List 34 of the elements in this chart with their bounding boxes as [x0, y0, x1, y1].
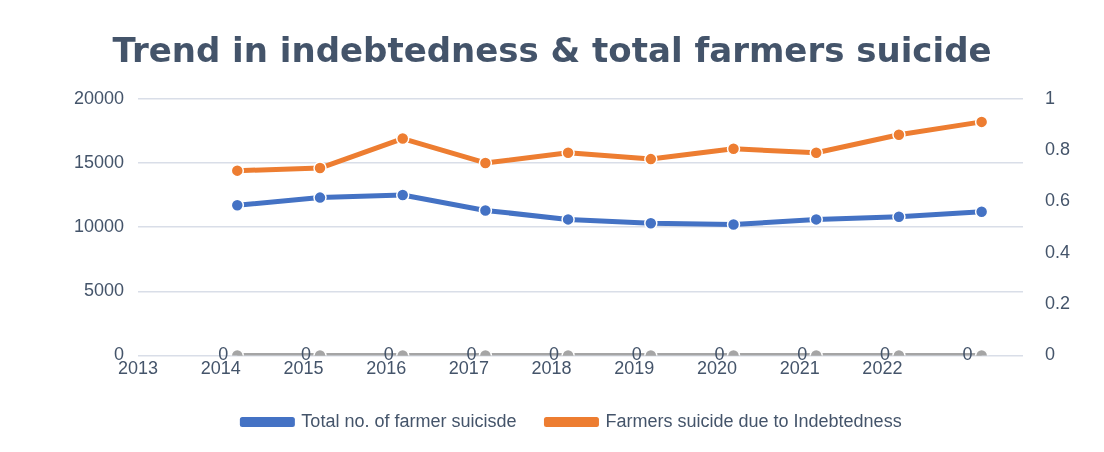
y-tick-label: 5000 [84, 280, 125, 301]
point [892, 210, 906, 224]
point [313, 161, 327, 175]
legend-label: Total no. of farmer suicisde [301, 410, 517, 431]
point [478, 156, 493, 170]
chart-title: Trend in indebtedness & total farmers suicide [111, 30, 993, 72]
y-tick-label: 10000 [73, 216, 125, 237]
y-tick-label: 15000 [73, 151, 125, 172]
point [395, 131, 410, 146]
point [809, 145, 823, 160]
point [561, 212, 575, 227]
legend-label: Farmers suicide due to Indebtedness [605, 410, 902, 431]
point [644, 216, 658, 230]
data-label: 0 [962, 344, 973, 365]
point [230, 198, 245, 213]
point [395, 188, 410, 202]
point [974, 115, 989, 129]
point [974, 204, 989, 219]
point [644, 152, 658, 166]
y2-tick-label: 0.6 [1044, 190, 1071, 211]
y2-tick-label: 0.8 [1044, 139, 1071, 160]
y2-tick-label: 0.2 [1044, 293, 1071, 314]
point [230, 163, 245, 178]
point [313, 190, 327, 205]
point [726, 217, 741, 232]
y2-tick-label: 0.4 [1044, 241, 1071, 262]
y2-tick-label: 0 [1044, 344, 1055, 365]
point [809, 212, 823, 227]
point [892, 127, 906, 142]
point [478, 203, 493, 218]
y-tick-label: 20000 [73, 87, 125, 108]
y2-tick-label: 1 [1044, 87, 1055, 108]
point [561, 145, 575, 160]
point [726, 142, 741, 156]
